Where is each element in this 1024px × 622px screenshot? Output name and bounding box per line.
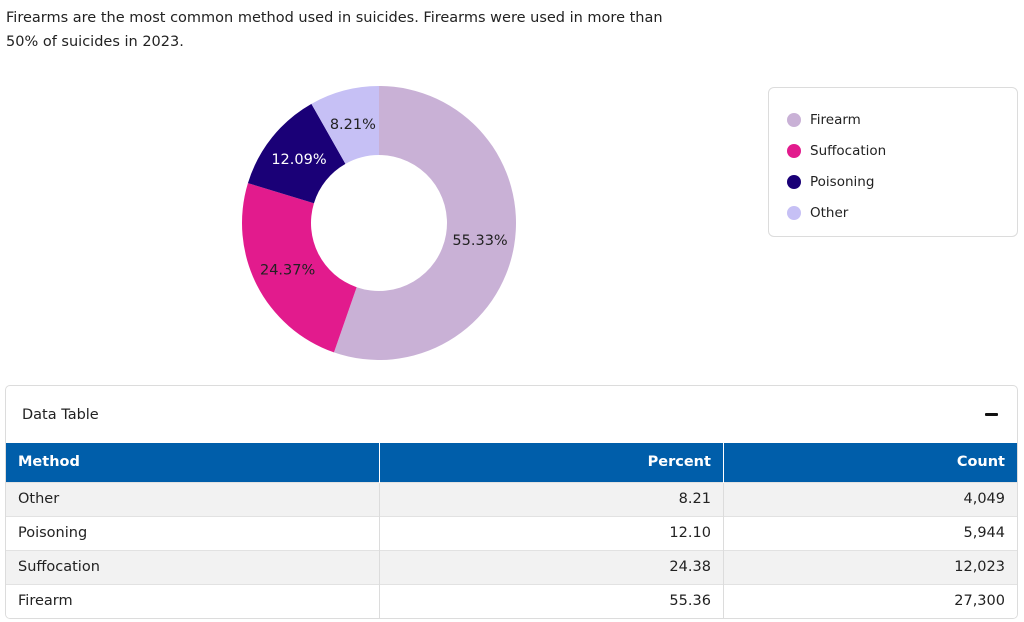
table-row: Other 8.21 4,049 xyxy=(6,481,1017,516)
legend-swatch-poisoning xyxy=(787,174,801,189)
table-cell-count: 12,023 xyxy=(723,549,1017,584)
legend-label-firearm: Firearm xyxy=(810,111,861,128)
table-cell-percent: 12.10 xyxy=(379,515,724,550)
legend-label-poisoning: Poisoning xyxy=(810,173,875,190)
table-cell-method: Firearm xyxy=(6,583,380,618)
data-table-toggle[interactable]: Data Table xyxy=(6,386,1017,443)
legend-label-suffocation: Suffocation xyxy=(810,142,887,159)
table-cell-method: Other xyxy=(6,481,380,516)
legend-label-other: Other xyxy=(810,204,849,221)
table-cell-method: Poisoning xyxy=(6,515,380,550)
slice-label-firearm: 55.33% xyxy=(452,233,507,249)
table-cell-count: 5,944 xyxy=(723,515,1017,550)
table-cell-percent: 24.38 xyxy=(379,549,724,584)
donut-slice-firearm[interactable] xyxy=(333,86,516,360)
legend-swatch-firearm xyxy=(787,112,801,127)
legend-swatch-suffocation xyxy=(787,143,801,158)
legend-swatch-other xyxy=(787,205,801,220)
chart-description: Firearms are the most common method used… xyxy=(6,10,663,50)
table-row: Suffocation 24.38 12,023 xyxy=(6,549,1017,584)
legend-item-firearm[interactable]: Firearm xyxy=(787,104,999,135)
table-cell-percent: 8.21 xyxy=(379,481,724,516)
column-header-method[interactable]: Method xyxy=(6,443,380,482)
table-row: Poisoning 12.10 5,944 xyxy=(6,515,1017,550)
donut-slice-suffocation[interactable] xyxy=(242,183,357,353)
legend-item-other[interactable]: Other xyxy=(787,197,999,228)
legend-item-poisoning[interactable]: Poisoning xyxy=(787,166,999,197)
data-table: Method Percent Count Other 8.21 4,049 Po… xyxy=(6,443,1017,618)
legend-item-suffocation[interactable]: Suffocation xyxy=(787,135,999,166)
column-header-percent[interactable]: Percent xyxy=(379,443,724,482)
slice-label-suffocation: 24.37% xyxy=(260,262,315,278)
minus-icon[interactable] xyxy=(981,405,1001,425)
table-cell-percent: 55.36 xyxy=(379,583,724,618)
table-row: Firearm 55.36 27,300 xyxy=(6,583,1017,618)
donut-chart-svg: 55.33% 24.37% 12.09% 8.21% xyxy=(242,86,516,360)
table-cell-method: Suffocation xyxy=(6,549,380,584)
column-header-count[interactable]: Count xyxy=(723,443,1017,482)
data-table-title: Data Table xyxy=(22,406,99,423)
table-header-row: Method Percent Count xyxy=(6,443,1017,482)
donut-chart: 55.33% 24.37% 12.09% 8.21% xyxy=(236,80,526,370)
table-cell-count: 4,049 xyxy=(723,481,1017,516)
donut-slice-poisoning[interactable] xyxy=(247,103,346,204)
data-table-panel: Data Table Method Percent Count Other 8.… xyxy=(5,385,1018,619)
donut-slice-other[interactable] xyxy=(311,86,379,164)
slice-label-poisoning: 12.09% xyxy=(271,152,326,168)
chart-legend: Firearm Suffocation Poisoning Other xyxy=(768,87,1018,237)
table-cell-count: 27,300 xyxy=(723,583,1017,618)
slice-label-other: 8.21% xyxy=(330,117,376,133)
